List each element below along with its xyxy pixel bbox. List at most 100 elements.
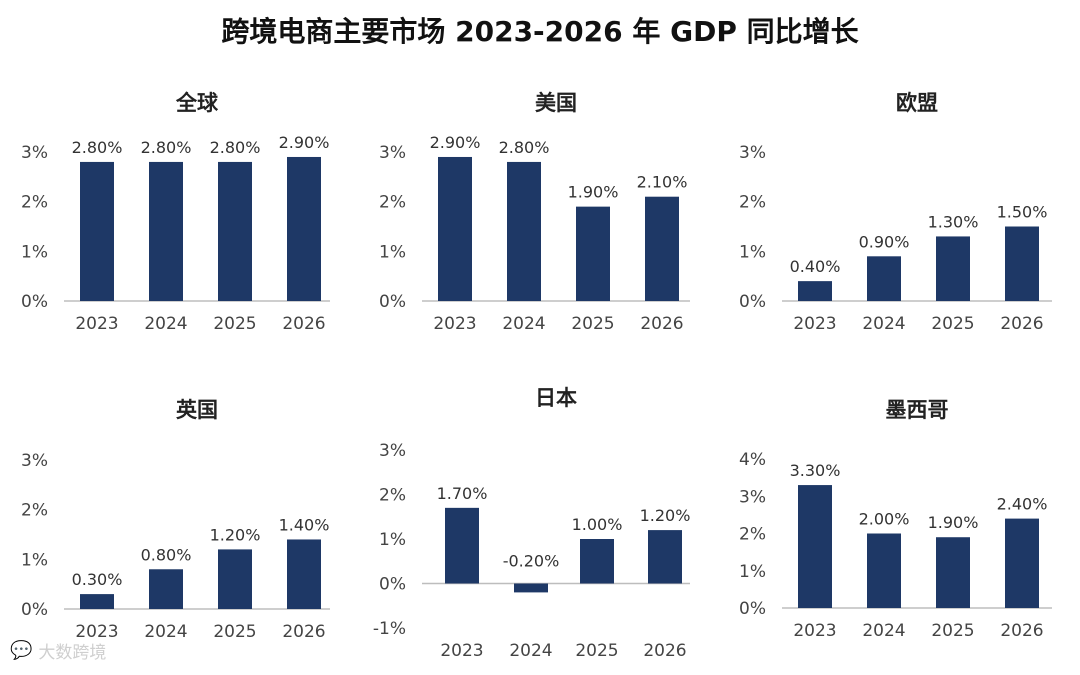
y-tick-label: 2% <box>739 193 766 213</box>
bar <box>580 539 614 584</box>
x-tick-label: 2026 <box>1000 314 1043 334</box>
subplot-title: 墨西哥 <box>886 398 949 422</box>
y-tick-label: 3% <box>739 487 766 507</box>
bar <box>648 530 682 584</box>
data-label: 0.40% <box>790 257 841 276</box>
bar <box>936 236 970 301</box>
bar <box>218 549 252 609</box>
data-label: 3.30% <box>790 461 841 480</box>
bar <box>798 281 832 301</box>
x-tick-label: 2025 <box>571 314 614 334</box>
data-label: 2.00% <box>859 510 910 529</box>
bar <box>149 161 183 301</box>
subplot-title: 日本 <box>535 386 577 410</box>
x-tick-label: 2025 <box>931 314 974 334</box>
bar <box>576 206 610 301</box>
data-label: 0.30% <box>72 570 123 589</box>
y-tick-label: 0% <box>379 575 406 595</box>
y-tick-label: 3% <box>379 441 406 461</box>
bar <box>80 594 114 609</box>
subplot-title: 英国 <box>176 398 218 422</box>
data-label: 1.20% <box>210 525 261 544</box>
data-label: 2.80% <box>499 138 550 157</box>
x-tick-label: 2023 <box>793 314 836 334</box>
y-tick-label: 2% <box>739 525 766 545</box>
bar <box>514 583 548 593</box>
x-tick-label: 2023 <box>433 314 476 334</box>
y-tick-label: 3% <box>21 451 48 471</box>
bar <box>645 196 679 301</box>
data-label: 2.40% <box>997 495 1048 514</box>
y-tick-label: 1% <box>21 242 48 262</box>
x-tick-label: 2024 <box>502 314 545 334</box>
watermark-text: 大数跨境 <box>38 643 107 663</box>
data-label: 1.90% <box>568 183 619 202</box>
bar <box>445 507 479 584</box>
bar <box>287 539 321 609</box>
y-tick-label: 3% <box>379 143 406 163</box>
x-tick-label: 2025 <box>931 621 974 641</box>
bar <box>798 485 832 608</box>
data-label: 2.90% <box>430 133 481 152</box>
data-label: -0.20% <box>503 552 560 571</box>
bar <box>287 156 321 301</box>
data-label: 1.40% <box>279 515 330 534</box>
x-tick-label: 2024 <box>144 622 187 642</box>
x-tick-label: 2026 <box>282 314 325 334</box>
x-tick-label: 2024 <box>509 641 552 661</box>
data-label: 2.90% <box>279 133 330 152</box>
y-tick-label: 1% <box>379 242 406 262</box>
y-tick-label: 1% <box>379 530 406 550</box>
x-tick-label: 2023 <box>75 314 118 334</box>
watermark: 💬 大数跨境 <box>10 638 106 663</box>
y-tick-label: 0% <box>739 292 766 312</box>
bar <box>867 533 901 608</box>
x-tick-label: 2023 <box>440 641 483 661</box>
y-tick-label: 0% <box>739 599 766 619</box>
x-tick-label: 2026 <box>1000 621 1043 641</box>
x-tick-label: 2025 <box>213 622 256 642</box>
bar <box>438 156 472 301</box>
x-tick-label: 2023 <box>793 621 836 641</box>
y-tick-label: 1% <box>739 242 766 262</box>
y-tick-label: 0% <box>21 292 48 312</box>
data-label: 2.10% <box>637 173 688 192</box>
page-title: 跨境电商主要市场 2023-2026 年 GDP 同比增长 <box>221 15 859 48</box>
data-label: 0.90% <box>859 232 910 251</box>
y-tick-label: 2% <box>21 501 48 521</box>
subplot-title: 欧盟 <box>896 91 938 115</box>
bar <box>218 161 252 301</box>
data-label: 1.70% <box>437 484 488 503</box>
data-label: 2.80% <box>72 138 123 157</box>
y-tick-label: -1% <box>373 619 406 639</box>
data-label: 2.80% <box>141 138 192 157</box>
x-tick-label: 2023 <box>75 622 118 642</box>
data-label: 1.50% <box>997 203 1048 222</box>
data-label: 0.80% <box>141 545 192 564</box>
data-label: 1.20% <box>640 506 691 525</box>
y-tick-label: 2% <box>379 193 406 213</box>
x-tick-label: 2026 <box>282 622 325 642</box>
y-tick-label: 2% <box>21 193 48 213</box>
x-tick-label: 2024 <box>862 314 905 334</box>
x-tick-label: 2025 <box>575 641 618 661</box>
y-tick-label: 0% <box>379 292 406 312</box>
bar <box>507 161 541 301</box>
bar <box>149 569 183 609</box>
y-tick-label: 2% <box>379 486 406 506</box>
x-tick-label: 2024 <box>862 621 905 641</box>
x-tick-label: 2026 <box>643 641 686 661</box>
x-tick-label: 2024 <box>144 314 187 334</box>
chat-bubble-logo-icon: 💬 <box>10 640 33 661</box>
data-label: 1.30% <box>928 212 979 231</box>
y-tick-label: 3% <box>21 143 48 163</box>
y-tick-label: 4% <box>739 450 766 470</box>
y-tick-label: 0% <box>21 600 48 620</box>
bar <box>867 256 901 301</box>
bar <box>936 537 970 608</box>
bar <box>1005 226 1039 301</box>
x-tick-label: 2026 <box>640 314 683 334</box>
data-label: 1.00% <box>572 515 623 534</box>
bar <box>80 161 114 301</box>
